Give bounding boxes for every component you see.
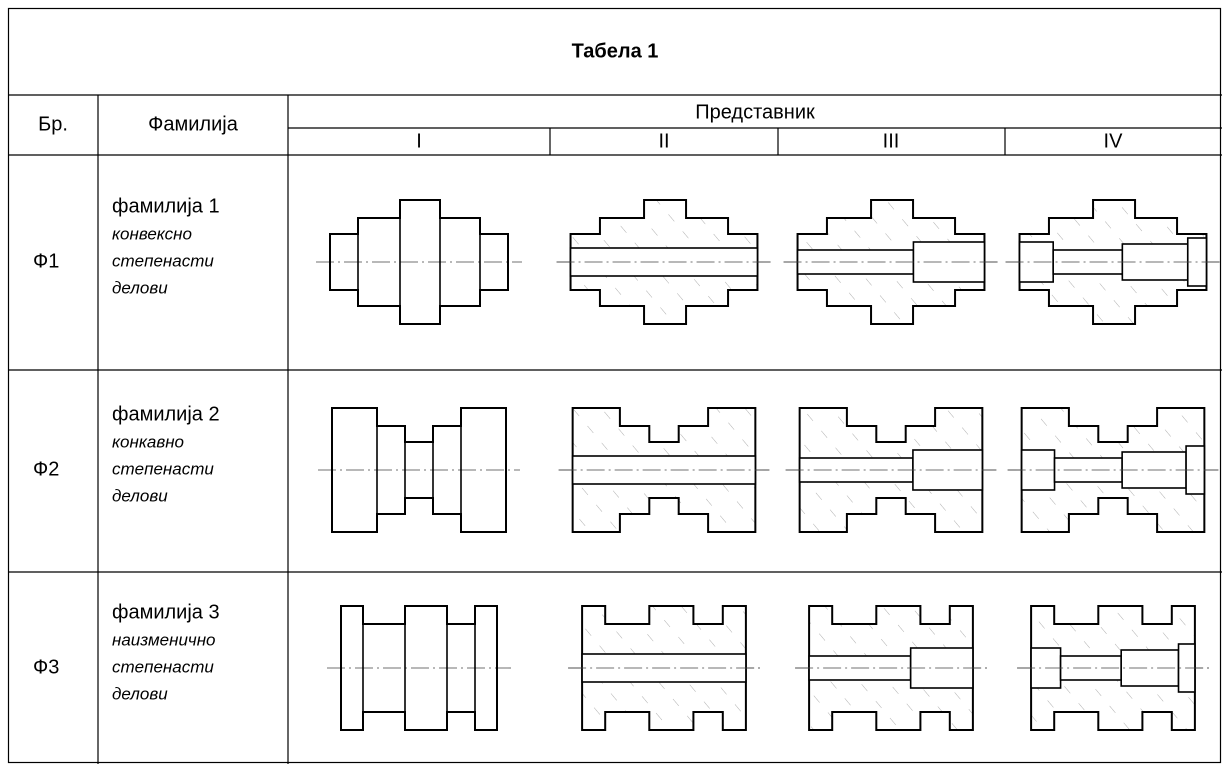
part-drawing <box>1017 605 1209 731</box>
family-description: конвексно <box>112 224 192 243</box>
part-outline <box>340 605 498 731</box>
part-drawing <box>1005 199 1221 325</box>
family-description: делови <box>112 278 168 297</box>
part-drawing <box>318 407 520 533</box>
part-drawing <box>556 199 772 325</box>
part-drawing <box>327 605 511 731</box>
part-drawing <box>558 407 770 533</box>
bore <box>912 449 984 491</box>
family-description: степенасти <box>112 251 214 270</box>
family-description: делови <box>112 486 168 505</box>
column-label: I <box>416 130 422 152</box>
part-drawing <box>568 605 760 731</box>
header-number: Бр. <box>38 113 68 135</box>
family-description: наизменично <box>112 630 216 649</box>
family-name: фамилија 2 <box>112 403 220 425</box>
part-drawing <box>316 199 522 325</box>
grid <box>7 7 1222 764</box>
part-drawing <box>783 199 999 325</box>
table-title: Табела 1 <box>572 40 659 62</box>
part-drawing <box>785 407 997 533</box>
row-number: Ф2 <box>33 458 59 480</box>
family-description: степенасти <box>112 459 214 478</box>
header-representative: Представник <box>695 101 815 123</box>
part-drawing <box>1007 407 1219 533</box>
family-description: делови <box>112 684 168 703</box>
family-name: фамилија 1 <box>112 195 220 217</box>
part-outline <box>331 407 507 533</box>
header-family: Фамилија <box>148 113 239 135</box>
part-outline <box>329 199 509 325</box>
column-label: III <box>883 130 900 152</box>
column-label: IV <box>1104 130 1124 152</box>
family-description: степенасти <box>112 657 214 676</box>
part-drawing <box>795 605 987 731</box>
family-description: конкавно <box>112 432 184 451</box>
family-name: фамилија 3 <box>112 601 220 623</box>
row-number: Ф3 <box>33 656 59 678</box>
column-label: II <box>658 130 669 152</box>
row-number: Ф1 <box>33 250 59 272</box>
